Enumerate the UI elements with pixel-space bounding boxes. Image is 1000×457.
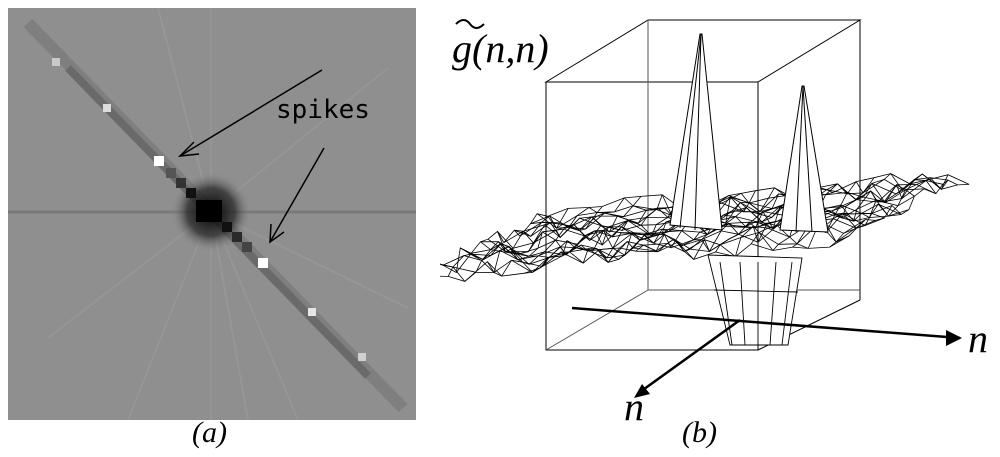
x-axis-label: n [968, 316, 988, 361]
x-axis-arrowhead [946, 330, 962, 346]
z-axis-label: g(n,n) [452, 26, 549, 71]
panel-a-svg: spikes [8, 8, 416, 420]
y-axis-line [640, 320, 740, 392]
spikes-label: spikes [276, 95, 370, 125]
panel-b-svg: g(n,n) [440, 0, 1000, 452]
panel-b-plot: g(n,n) [440, 0, 1000, 452]
panel-a-image: spikes [8, 8, 416, 420]
caption-b: (b) [682, 416, 717, 450]
y-axis-label: n [624, 384, 644, 429]
caption-a: (a) [192, 416, 227, 450]
core-center [196, 200, 222, 222]
